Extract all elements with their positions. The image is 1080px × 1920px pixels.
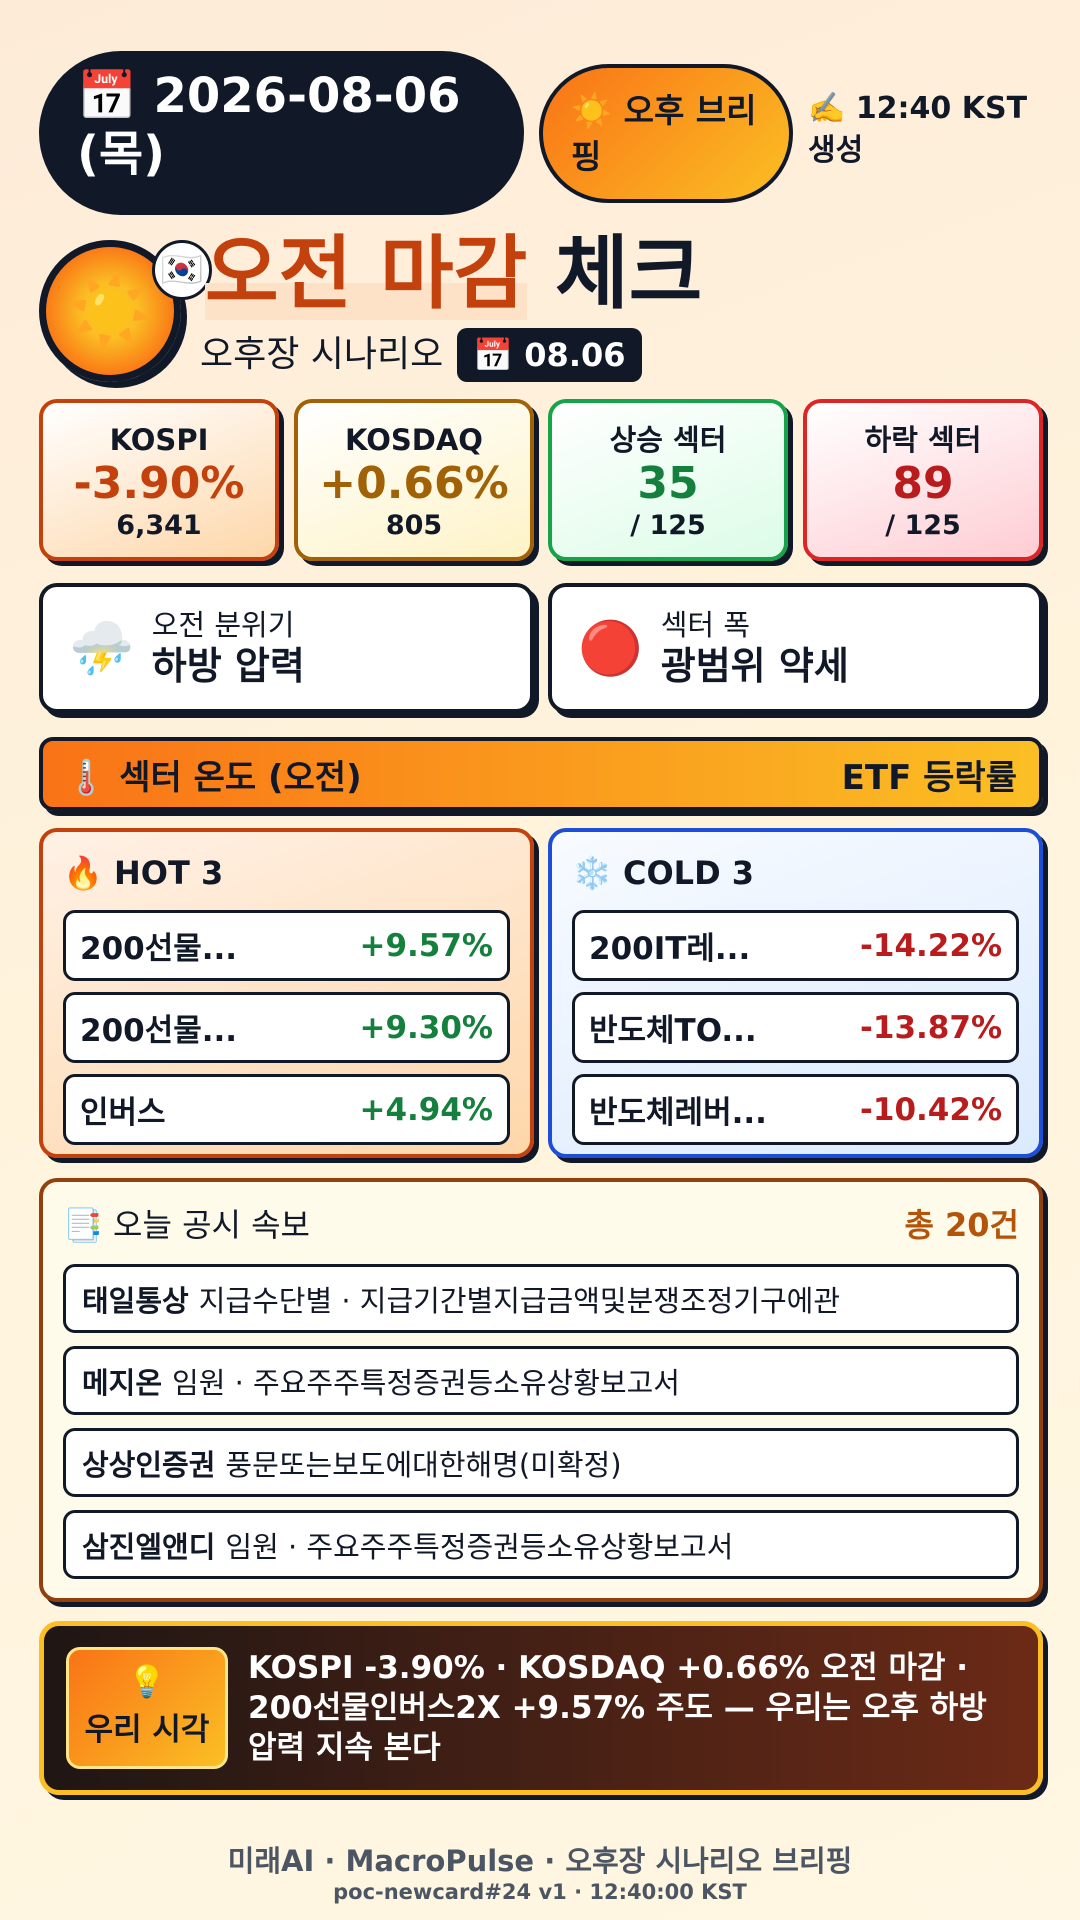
company: 태일통상: [82, 1283, 189, 1318]
etf-name: 인버스: [80, 1095, 166, 1131]
etf-change: -10.42%: [860, 1091, 1002, 1128]
view-badge: 💡 우리 시각: [66, 1647, 228, 1769]
stat-value: +0.66%: [319, 458, 509, 509]
disclosure-header: 📑 오늘 공시 속보 총 20건: [63, 1200, 1019, 1250]
disclosure-title-text: 오늘 공시 속보: [113, 1206, 310, 1244]
hero-title: 오전 마감 체크: [205, 226, 702, 322]
session-badge: ☀️ 오후 브리핑: [539, 64, 793, 203]
view-icon: 💡: [127, 1664, 167, 1700]
detail: 풍문또는보도에대한해명(미확정): [225, 1447, 622, 1482]
panel-title-text: HOT 3: [113, 854, 224, 892]
stat-sub: 805: [385, 510, 443, 541]
hot-panel: 🔥 HOT 3 200선물... +9.57% 200선물... +9.30% 인버…: [39, 828, 534, 1158]
sector-title-text: 섹터 온도 (오전): [119, 757, 362, 798]
stat-label: KOSDAQ: [345, 423, 483, 457]
panel-icon: 🔥: [63, 854, 103, 892]
mood-card: ⛈️ 오전 분위기 하방 압력: [39, 583, 534, 713]
generated: ✍️ 12:40 KST 생성: [808, 88, 1058, 172]
footer-line: 미래AI · MacroPulse · 오후장 시나리오 브리핑: [227, 1844, 853, 1878]
our-view: 💡 우리 시각 KOSPI -3.90% · KOSDAQ +0.66% 오전 마…: [39, 1621, 1043, 1795]
panel-title: 🔥 HOT 3: [63, 850, 510, 896]
etf-change: +9.57%: [359, 927, 493, 964]
etf-name: 200IT레...: [589, 931, 751, 967]
detail: 임원 · 주요주주특정증권등소유상황보고서: [225, 1529, 734, 1564]
detail: 지급수단별 · 지급기간별지급금액및분쟁조정기구에관: [198, 1283, 841, 1318]
stat-card: KOSDAQ +0.66% 805: [294, 399, 534, 561]
etf-name: 반도체TO...: [589, 1013, 757, 1049]
title-highlight: 오전 마감: [205, 227, 528, 320]
etf-name: 반도체레버...: [589, 1095, 767, 1131]
stat-value: 89: [892, 458, 954, 509]
sector-right: ETF 등락률: [841, 757, 1017, 798]
panel-icon: ❄️: [572, 854, 612, 892]
etf-row: 200IT레... -14.22%: [572, 910, 1019, 981]
etf-row: 반도체레버... -10.42%: [572, 1074, 1019, 1145]
stat-label: KOSPI: [109, 423, 209, 457]
etf-change: -13.87%: [860, 1009, 1002, 1046]
detail: 임원 · 주요주주특정증권등소유상황보고서: [172, 1365, 680, 1400]
stat-sub: / 125: [885, 510, 961, 541]
stat-sub: 6,341: [116, 510, 202, 541]
panel-title: ❄️ COLD 3: [572, 850, 1019, 896]
cold-panel: ❄️ COLD 3 200IT레... -14.22% 반도체TO... -13.8…: [548, 828, 1043, 1158]
mood-value: 광범위 약세: [660, 644, 849, 688]
stat-card: 하락 섹터 89/ 125: [803, 399, 1043, 561]
disclosure-row: 태일통상 지급수단별 · 지급기간별지급금액및분쟁조정기구에관: [63, 1264, 1019, 1333]
generated-text: 12:40 KST 생성: [808, 91, 1028, 168]
stat-value: 35: [637, 458, 699, 509]
etf-row: 반도체TO... -13.87%: [572, 992, 1019, 1063]
disclosure-panel: 📑 오늘 공시 속보 총 20건 태일통상 지급수단별 · 지급기간별지급금액및분쟁…: [39, 1178, 1043, 1602]
stat-value: -3.90%: [73, 458, 245, 509]
etf-name: 200선물...: [80, 1013, 238, 1049]
etf-row: 200선물... +9.57%: [63, 910, 510, 981]
etf-row: 인버스 +4.94%: [63, 1074, 510, 1145]
mood-icon: ⛈️: [69, 618, 134, 679]
etf-change: +9.30%: [359, 1009, 493, 1046]
disclosure-row: 삼진엘앤디 임원 · 주요주주특정증권등소유상황보고서: [63, 1510, 1019, 1579]
disclosure-icon: 📑: [63, 1206, 103, 1244]
flag: 🇰🇷: [152, 240, 212, 300]
company: 삼진엘앤디: [82, 1529, 216, 1564]
stat-card: 상승 섹터 35/ 125: [548, 399, 788, 561]
etf-change: -14.22%: [860, 927, 1002, 964]
company: 상상인증권: [82, 1447, 216, 1482]
etf-row: 200선물... +9.30%: [63, 992, 510, 1063]
sector-icon: 🌡️: [65, 757, 108, 798]
panel-title-text: COLD 3: [622, 854, 755, 892]
company: 메지온: [82, 1365, 163, 1400]
hero-subtitle: 오후장 시나리오 📅 08.06: [200, 328, 642, 382]
disclosure-row: 메지온 임원 · 주요주주특정증권등소유상황보고서: [63, 1346, 1019, 1415]
stat-sub: / 125: [630, 510, 706, 541]
disclosure-title: 📑 오늘 공시 속보: [63, 1200, 310, 1250]
mood-label: 오전 분위기: [151, 608, 295, 642]
sector-bar: 🌡️ 섹터 온도 (오전) ETF 등락률: [39, 737, 1043, 811]
mood-card: 🔴 섹터 폭 광범위 약세: [548, 583, 1043, 713]
etf-name: 200선물...: [80, 931, 238, 967]
view-label: 우리 시각: [84, 1712, 210, 1748]
hero-icon: ☀️: [39, 240, 181, 382]
footer-meta: poc-newcard#24 v1 · 12:40:00 KST: [333, 1880, 747, 1904]
sector-title: 🌡️ 섹터 온도 (오전): [65, 750, 362, 799]
stat-card: KOSPI -3.90% 6,341: [39, 399, 279, 561]
disclosure-row: 상상인증권 풍문또는보도에대한해명(미확정): [63, 1428, 1019, 1497]
date-badge: 📅 08.06: [457, 328, 642, 382]
generated-icon: ✍️: [808, 91, 846, 126]
disclosure-count: 총 20건: [904, 1206, 1019, 1244]
view-text: KOSPI -3.90% · KOSDAQ +0.66% 오전 마감 · 200…: [248, 1650, 987, 1766]
stat-label: 하락 섹터: [864, 423, 982, 457]
mood-value: 하방 압력: [151, 644, 305, 688]
date-pill: 📅 2026-08-06 (목): [39, 51, 524, 215]
date: 2026-08-06 (목): [77, 68, 461, 182]
mood-icon: 🔴: [578, 618, 643, 679]
mood-label: 섹터 폭: [660, 608, 751, 642]
subtitle: 오후장 시나리오: [200, 334, 444, 375]
title-rest: 체크: [555, 227, 703, 320]
date-icon: 📅: [77, 68, 137, 124]
stat-label: 상승 섹터: [609, 423, 727, 457]
etf-change: +4.94%: [359, 1091, 493, 1128]
